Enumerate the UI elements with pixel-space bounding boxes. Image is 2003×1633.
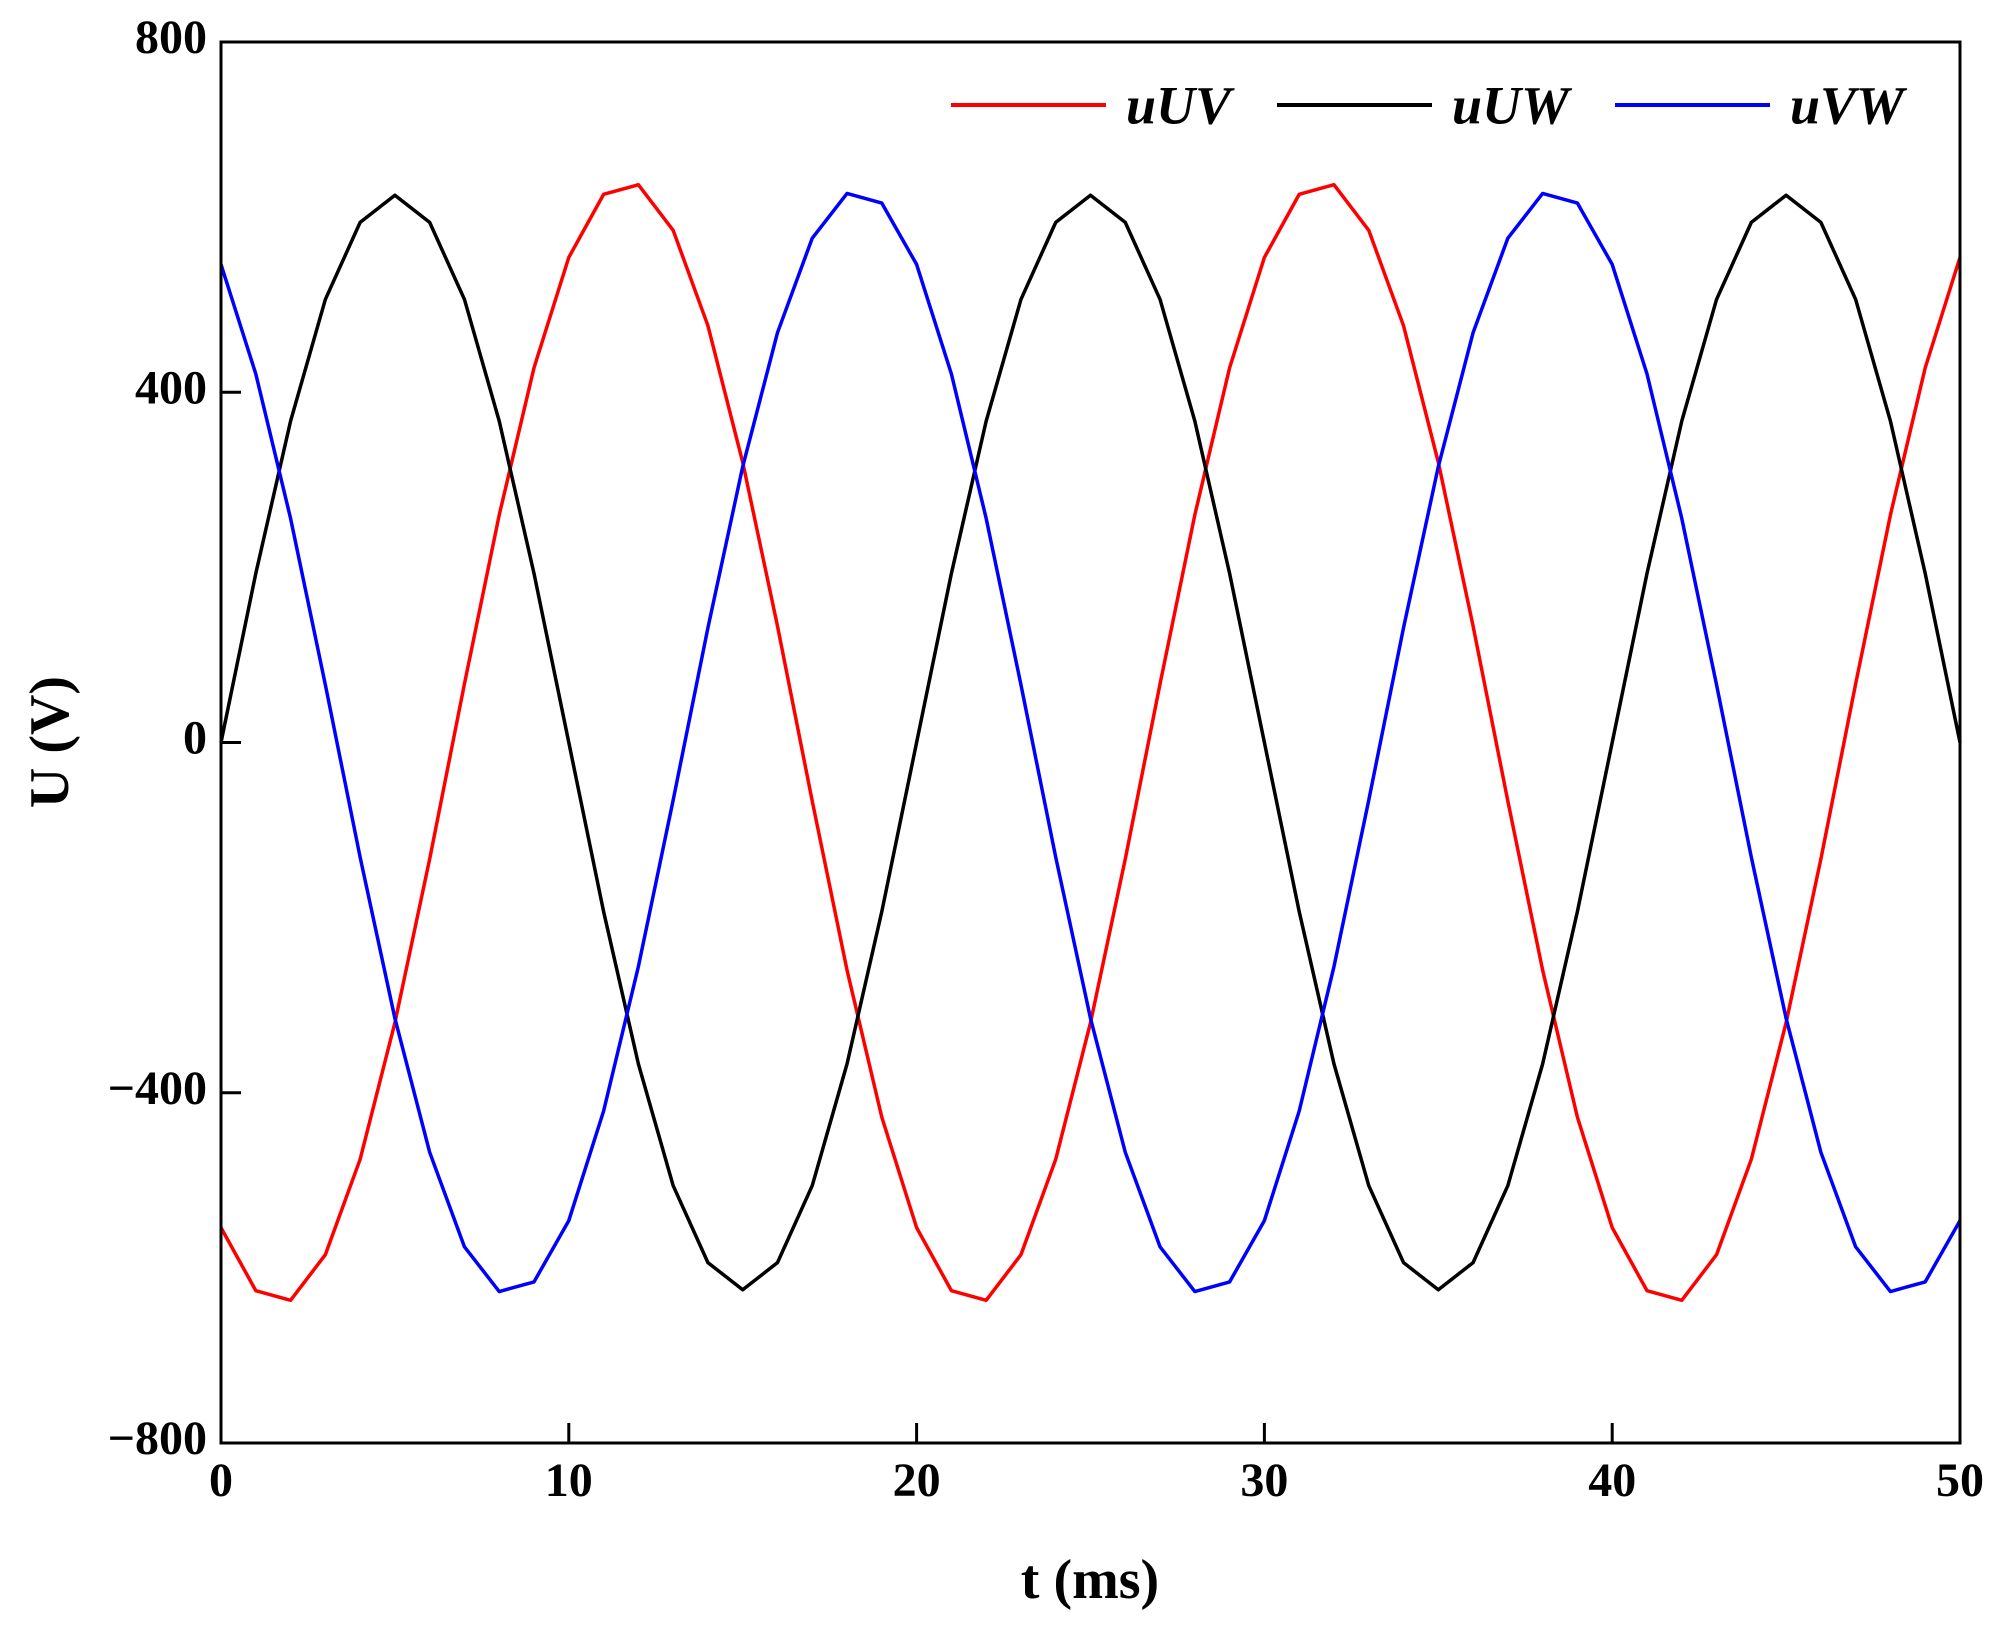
x-tick-label: 40	[1588, 1454, 1636, 1507]
x-tick-label: 0	[209, 1454, 233, 1507]
series-line	[219, 182, 1962, 1303]
legend-label: uVW	[1790, 75, 1908, 135]
legend-label: uUW	[1452, 75, 1573, 135]
x-axis-label: t (ms)	[1021, 1549, 1159, 1611]
legend-label: uUV	[1126, 75, 1235, 135]
y-tick-label: 800	[135, 11, 207, 64]
series-line	[219, 193, 1962, 1292]
x-tick-label: 50	[1936, 1454, 1984, 1507]
y-axis-label: U (V)	[19, 676, 81, 808]
x-tick-label: 10	[545, 1454, 593, 1507]
x-tick-label: 30	[1240, 1454, 1288, 1507]
y-tick-label: −400	[108, 1062, 207, 1115]
series-line	[219, 191, 1962, 1294]
plot-frame	[219, 40, 1962, 1445]
x-tick-label: 20	[893, 1454, 941, 1507]
y-tick-label: −800	[108, 1412, 207, 1465]
y-tick-label: 400	[135, 361, 207, 414]
y-tick-label: 0	[183, 712, 207, 765]
